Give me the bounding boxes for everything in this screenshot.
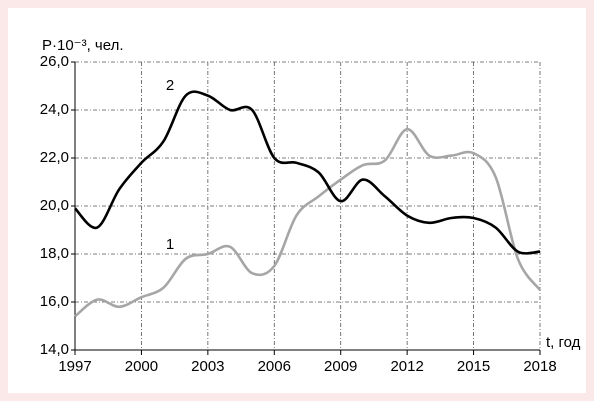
x-tick-label: 2000	[125, 358, 158, 375]
line	[74, 127, 542, 318]
x-tick-label: 2015	[457, 358, 490, 375]
x-axis-label: t, год	[546, 334, 581, 351]
y-tick-label: 18,0	[40, 245, 69, 262]
x-tick-label: 2003	[191, 358, 224, 375]
y-tick-label: 20,0	[40, 197, 69, 214]
x-tick-label: 2012	[390, 358, 423, 375]
y-tick-label: 26,0	[40, 53, 69, 70]
x-tick-label: 2009	[324, 358, 357, 375]
series-label: 2	[166, 77, 174, 94]
x-tick-label: 2006	[258, 358, 291, 375]
y-tick-label: 14,0	[40, 341, 69, 358]
line	[74, 90, 541, 255]
series-label: 1	[166, 236, 174, 253]
panel	[8, 8, 586, 393]
y-axis-label: P·10⁻³, чел.	[42, 37, 124, 54]
y-tick-label: 22,0	[40, 149, 69, 166]
x-tick-label: 1997	[58, 358, 91, 375]
x-tick-label: 2018	[523, 358, 556, 375]
y-tick-label: 24,0	[40, 101, 69, 118]
y-tick-label: 16,0	[40, 293, 69, 310]
